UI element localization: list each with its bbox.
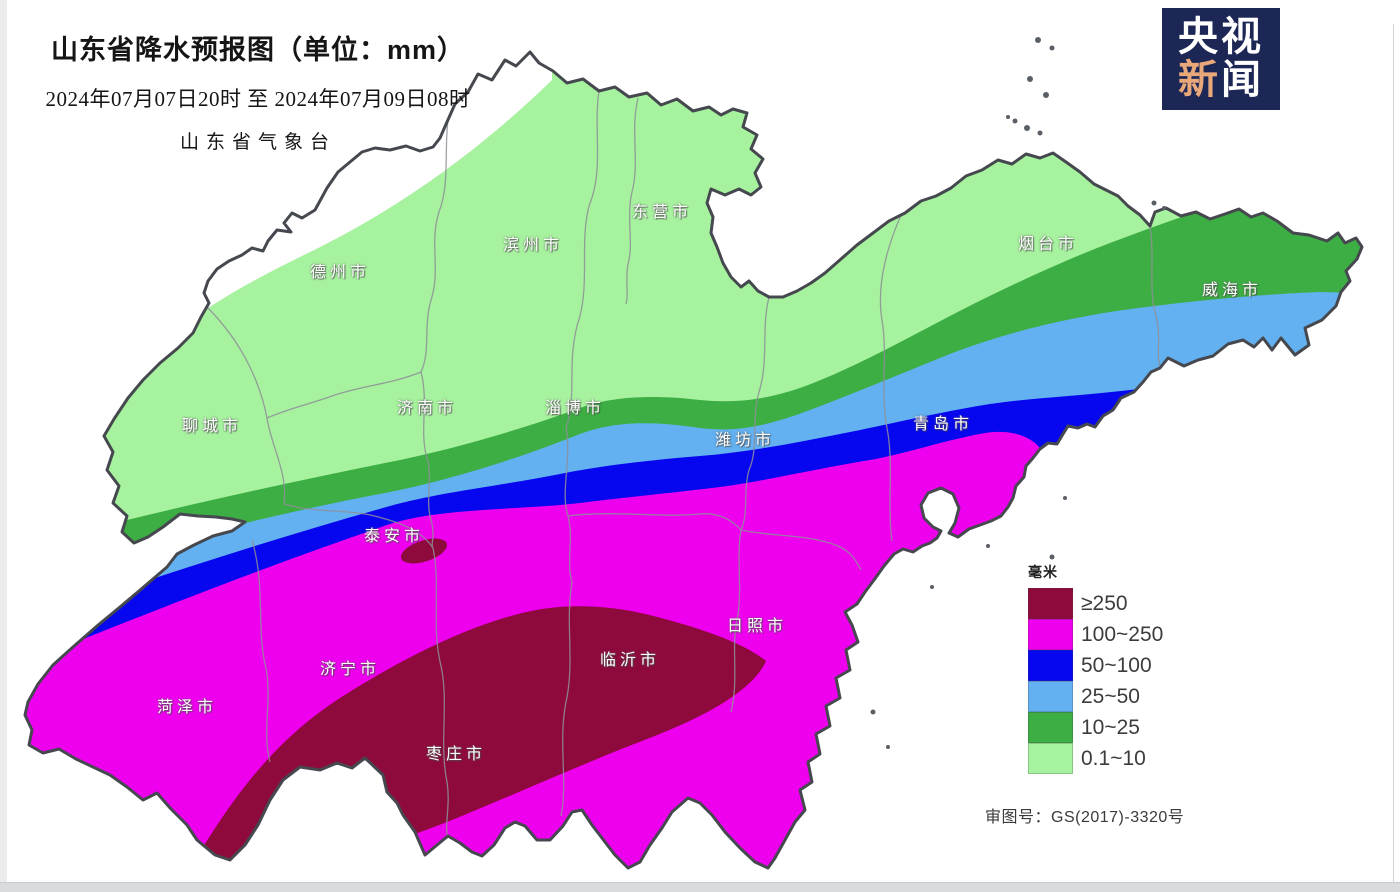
legend-swatch-0.1-10 [1028,743,1073,774]
logo-line-1: 央视 [1178,14,1264,59]
legend-swatch-50-100 [1028,650,1073,681]
legend-label-250: ≥250 [1081,591,1128,615]
islands [870,37,1166,749]
legend-unit-label: 毫米 [1028,564,1058,580]
map-header: 山东省降水预报图（单位：mm） 2024年07月07日20时 至 2024年07… [18,0,498,154]
forecast-period: 2024年07月07日20时 至 2024年07月09日08时 [45,87,471,111]
band-250-spot [400,538,448,564]
province-border [23,50,1364,870]
logo-line-2: 新闻 [1178,58,1264,102]
page-bottom-bar[interactable] [0,882,1400,892]
legend-row: 10~25 [1028,712,1163,743]
legend-swatch-100-250 [1028,619,1073,650]
cctv-news-logo: 央视 新闻 [1162,8,1280,110]
legend-swatch-25-50 [1028,681,1073,712]
legend-swatch-10-25 [1028,712,1073,743]
legend-label-50-100: 50~100 [1081,653,1152,677]
page-left-edge [0,0,7,892]
legend-label-25-50: 25~50 [1081,684,1140,708]
legend-row: 50~100 [1028,650,1163,681]
legend-label-0.1-10: 0.1~10 [1081,746,1146,770]
map-approval-number: 审图号：GS(2017)-3320号 [985,809,1185,826]
legend-label-100-250: 100~250 [1081,622,1164,646]
precip-legend: 毫米 ≥250 100~250 50~100 25~50 10~25 0.1~1… [1028,562,1163,774]
legend-label-10-25: 10~25 [1081,715,1140,739]
legend-row: 25~50 [1028,681,1163,712]
legend-swatch-250 [1028,588,1073,619]
legend-row: 0.1~10 [1028,743,1163,774]
page-title: 山东省降水预报图（单位：mm） [50,35,465,65]
legend-row: 100~250 [1028,619,1163,650]
page-right-edge [1393,24,1394,884]
agency-name: 山东省气象台 [179,132,336,153]
city-boundaries [206,83,1162,847]
legend-row: ≥250 [1028,588,1163,619]
